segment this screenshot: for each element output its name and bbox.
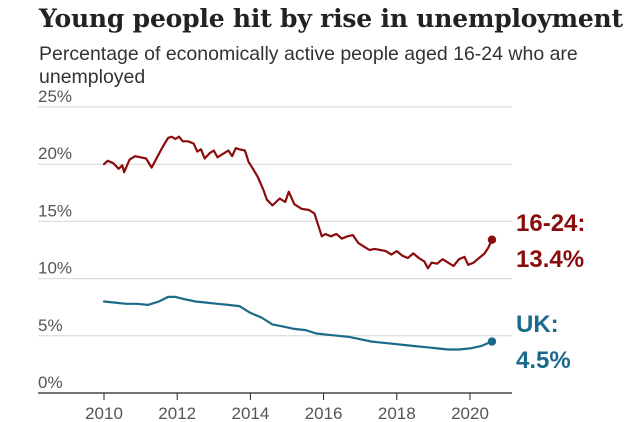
series-end-label: 16-24: [516, 210, 585, 237]
chart-title: Young people hit by rise in unemployment [39, 4, 623, 33]
series-line-uk [102, 295, 494, 351]
x-axis-ticks: 2010 2012 2014 2016 2018 2020 [85, 393, 489, 422]
y-tick-label: 20% [38, 144, 72, 163]
series-line-16-24 [102, 135, 494, 270]
chart-subtitle: Percentage of economically active people… [39, 43, 578, 88]
series-end-value: 13.4% [516, 246, 584, 273]
x-tick-label: 2018 [378, 404, 416, 422]
series-end-label: UK: [516, 311, 559, 338]
x-tick-label: 2016 [305, 404, 343, 422]
x-tick-label: 2014 [231, 404, 269, 422]
y-axis-ticks: 0% 5% 10% 15% 20% 25% [38, 87, 72, 392]
y-tick-label: 5% [38, 316, 63, 335]
series-lines [102, 135, 497, 351]
y-tick-label: 10% [38, 259, 72, 278]
y-tick-label: 15% [38, 201, 72, 220]
x-tick-label: 2012 [158, 404, 196, 422]
series-end-value: 4.5% [516, 347, 571, 374]
series-end-point [487, 235, 497, 244]
end-labels: 16-24: 13.4% UK: 4.5% [516, 210, 585, 374]
gridlines [38, 106, 512, 394]
y-tick-label: 0% [38, 373, 63, 392]
y-tick-label: 25% [38, 87, 72, 106]
series-end-point [487, 337, 497, 346]
x-tick-label: 2020 [451, 404, 489, 422]
x-tick-label: 2010 [85, 404, 123, 422]
